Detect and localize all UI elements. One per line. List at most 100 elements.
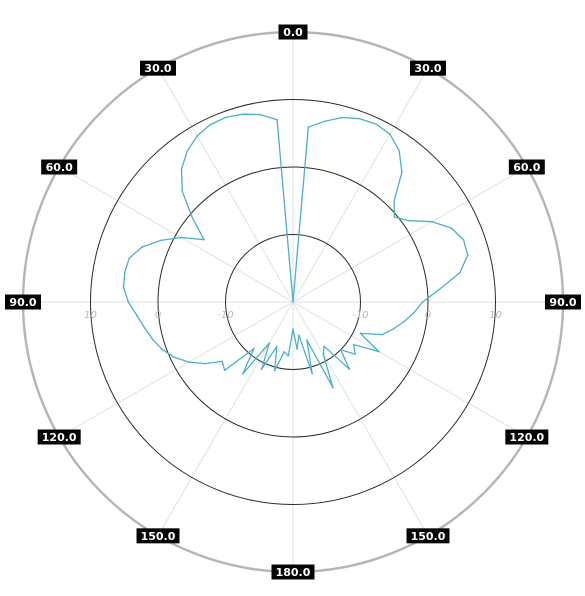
trace-point [359,332,362,335]
trace-point [241,373,244,375]
trace-point [354,353,356,355]
trace-point [398,149,400,152]
trace-point [143,327,146,329]
trace-point [181,190,184,193]
trace-point [191,216,193,219]
trace-point [393,216,396,218]
trace-point [401,171,403,174]
radial-tick-label-right: 0 [425,310,431,321]
trace-point [438,288,441,290]
trace-point [421,301,424,303]
trace-point [268,342,271,344]
trace-point [209,123,212,126]
angle-label-text: 150.0 [141,530,176,543]
trace-point [152,338,154,341]
trace-point [127,301,130,303]
angle-label-text: 30.0 [414,62,441,75]
trace-point [223,369,226,372]
trace-point [253,347,255,350]
trace-point [339,348,342,351]
trace-point [306,339,308,341]
ring-0 [157,166,429,438]
angle-label-box [545,294,581,310]
trace-point [124,271,126,274]
angle-label-text: 90.0 [9,296,36,309]
angle-label-box [140,60,176,76]
trace-point [276,118,278,121]
trace-point [311,372,314,375]
trace-point [378,350,380,353]
angle-label-box [271,564,315,580]
trace-point [292,301,294,303]
trace-point [241,113,244,116]
trace-point [413,311,415,314]
trace-point [276,345,278,348]
trace-point [188,361,190,363]
trace-point [160,239,162,242]
radial-tick-label-right: -10 [352,310,368,321]
trace-point [186,150,189,152]
trace-point [403,320,405,323]
trace-point [393,200,395,202]
trace-point [408,219,410,222]
trace-point [381,333,384,336]
angle-label-text: 60.0 [46,161,73,174]
angle-label-box [136,528,180,544]
trace-point [128,257,131,259]
trace-point [358,117,361,120]
trace-point [389,133,391,136]
angle-label-150: 150.0 [406,528,450,544]
radial-tick-label-left: 10 [84,310,97,321]
trace-point [466,254,469,256]
ring--10 [225,234,361,370]
pattern-trace [122,113,469,389]
trace-point [259,113,261,116]
ring-10 [90,99,496,505]
angle-label-box [406,528,450,544]
trace-point [225,116,227,119]
trace-point [292,328,294,330]
trace-point [180,236,183,239]
angle-label-box [41,159,78,175]
angle-label-300: 60.0 [41,159,78,175]
radial-tick-label-left: 0 [155,310,161,321]
angle-label-text: 60.0 [513,161,540,174]
trace-point [341,116,344,119]
trace-point [122,286,125,288]
trace-point [203,238,205,241]
angle-label-90: 90.0 [545,294,581,310]
trace-point [298,334,300,337]
angle-label-text: 180.0 [276,566,311,579]
angle-label-0: 0.0 [278,24,308,40]
angle-label-210: 150.0 [136,528,180,544]
angle-label-box [5,294,41,310]
trace-point [323,345,325,348]
trace-point [173,356,176,359]
angle-label-text: 90.0 [549,296,576,309]
angle-label-text: 120.0 [509,431,544,444]
trace-point [348,368,351,371]
trace-point [459,271,461,274]
angle-label-text: 30.0 [144,62,171,75]
radial-tick-labels: -10 -10 0 0 10 10 [84,310,502,321]
trace-point [136,314,138,317]
trace-point [283,351,286,353]
angle-label-240: 120.0 [37,429,81,445]
trace-point [196,135,198,137]
trace-point [322,353,325,356]
trace-point [450,227,453,229]
angle-label-text: 150.0 [411,530,446,543]
angle-label-box [278,24,308,40]
trace-point [324,120,326,122]
trace-point [204,362,206,365]
angle-label-box [505,429,549,445]
trace-point [221,360,223,363]
angle-label-text: 0.0 [283,26,303,39]
trace-point [161,348,164,351]
angle-label-120: 120.0 [505,429,549,445]
angle-label-330: 30.0 [140,60,176,76]
angle-label-box [410,60,446,76]
angle-label-box [37,429,81,445]
trace-point [273,369,276,372]
